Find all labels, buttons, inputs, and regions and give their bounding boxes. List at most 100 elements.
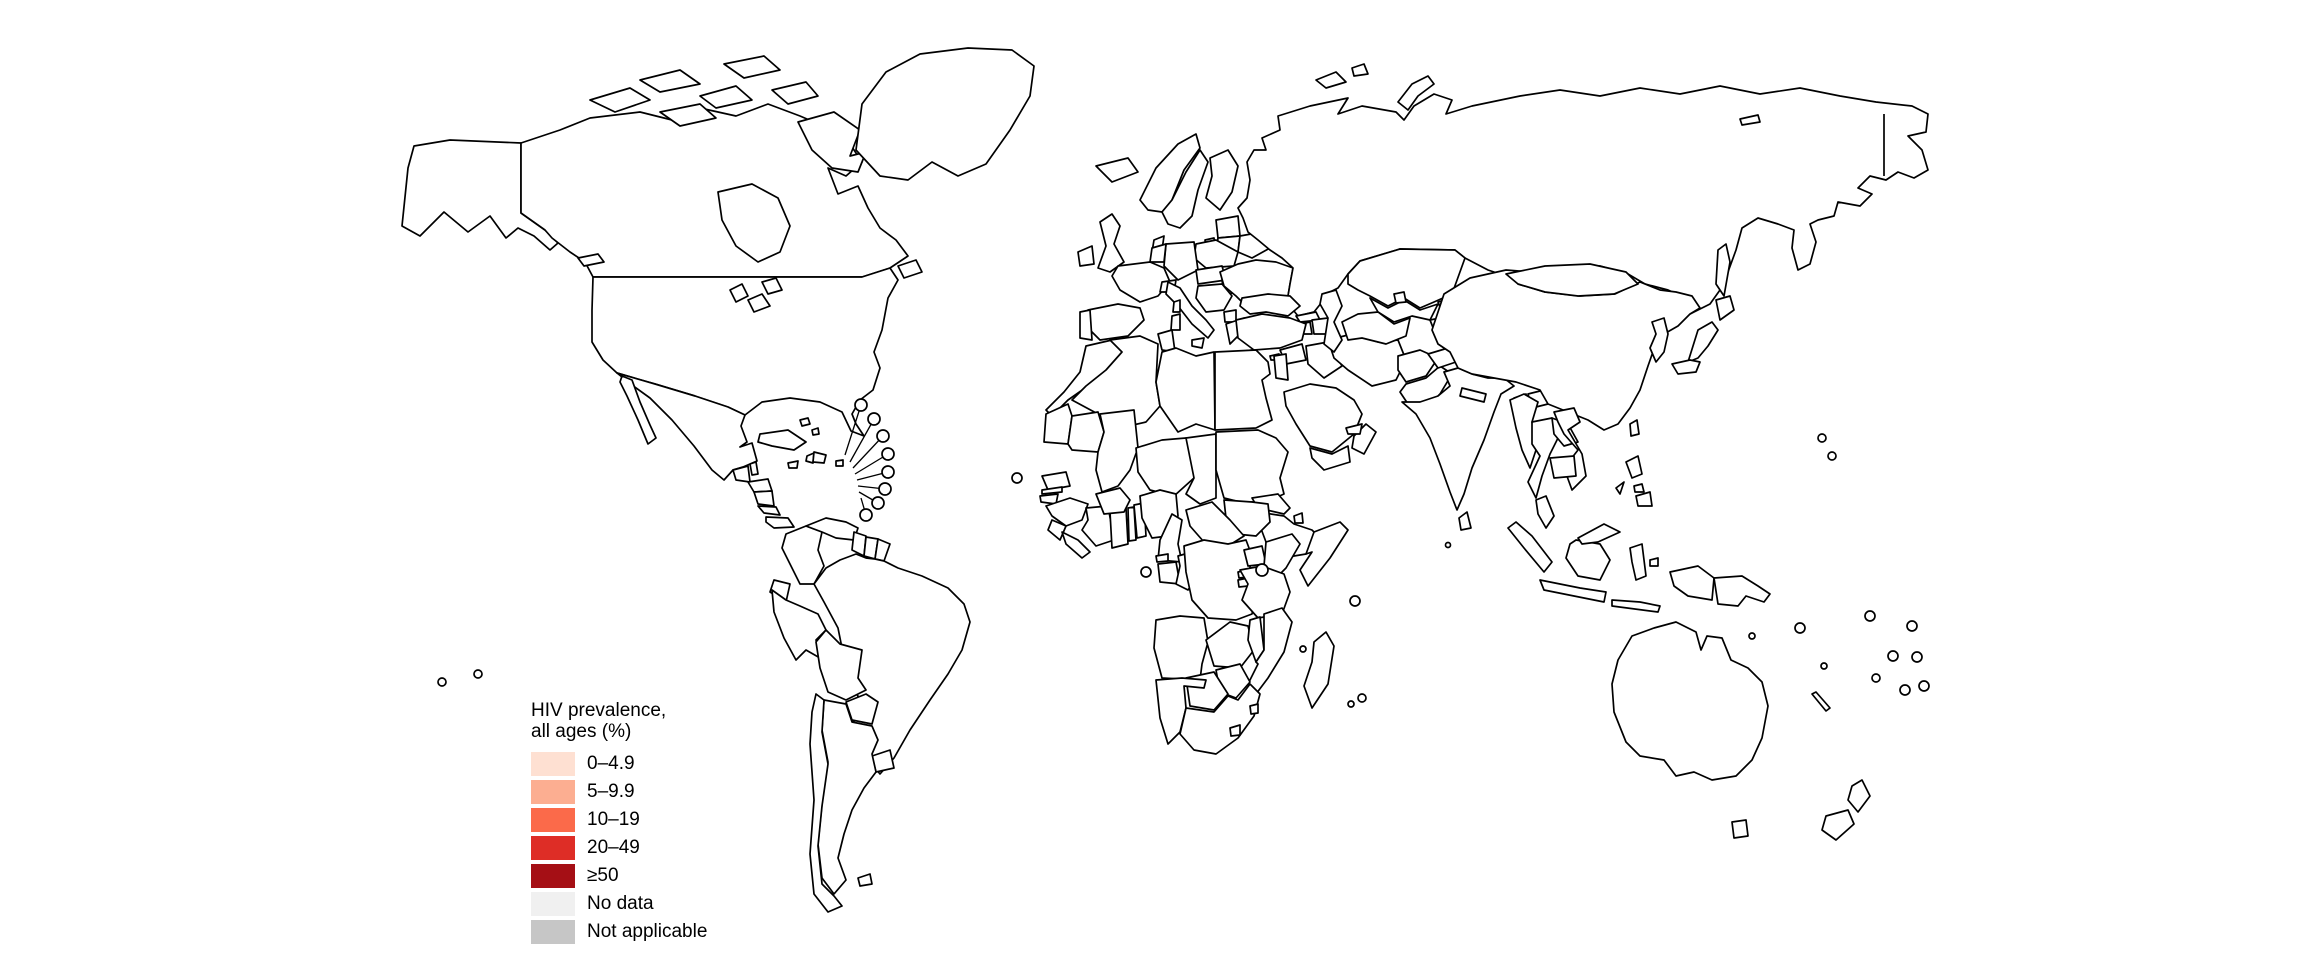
country-sudan <box>1215 429 1289 503</box>
caspian-sea <box>1319 289 1343 353</box>
country-chile <box>809 693 843 913</box>
country-lesotho <box>1229 724 1241 737</box>
country-central-african-republic <box>1185 501 1245 547</box>
seychelles <box>1349 595 1361 607</box>
legend-swatch-5-9-9 <box>531 780 575 804</box>
tasmania <box>1731 819 1749 839</box>
pacific-islet <box>437 677 447 687</box>
israel-jordan <box>1273 353 1289 381</box>
kalimantan <box>1565 539 1611 581</box>
legend-label: 20–49 <box>587 837 640 858</box>
legend-swatch-20-49 <box>531 836 575 860</box>
country-liberia <box>1061 531 1091 559</box>
mauritius <box>1357 693 1367 703</box>
country-alaska <box>401 139 559 251</box>
country-togo <box>1127 506 1137 542</box>
sicily <box>1191 337 1205 349</box>
new-caledonia <box>1811 691 1831 712</box>
moluccas <box>1649 557 1659 567</box>
novaya-zemlya <box>1397 75 1435 111</box>
leader-line <box>844 404 862 456</box>
antilles-island <box>867 412 881 426</box>
malaysia-peninsula <box>1535 495 1555 529</box>
sardinia <box>1170 313 1181 331</box>
new-zealand-north-island <box>1847 779 1871 813</box>
country-equatorial-guinea <box>1155 553 1169 563</box>
country-ireland <box>1077 245 1095 267</box>
legend-label: 10–19 <box>587 809 640 830</box>
country-turkey <box>1235 313 1307 351</box>
pacific-islet <box>1906 620 1918 632</box>
country-turkmenistan <box>1341 311 1411 345</box>
legend-item-20-49: 20–49 <box>531 836 707 860</box>
country-mongolia <box>1505 263 1639 297</box>
country-eswatini <box>1249 703 1259 715</box>
new-zealand-south-island <box>1821 809 1855 841</box>
baja-california <box>619 375 657 445</box>
country-sweden <box>1161 149 1209 229</box>
country-portugal <box>1079 309 1093 341</box>
newfoundland-island <box>897 259 923 279</box>
country-panama <box>765 516 795 529</box>
pacific-islet <box>1864 610 1876 622</box>
country-dominican-republic <box>812 451 827 464</box>
svalbard <box>1315 71 1347 89</box>
water-bodies <box>717 183 1407 577</box>
country-papua-new-guinea <box>1713 575 1771 607</box>
svalbard <box>1351 63 1369 77</box>
arctic-island <box>589 87 651 113</box>
pacific-islet <box>1918 680 1930 692</box>
country-madagascar <box>1303 631 1335 709</box>
aral-sea <box>1393 291 1407 304</box>
legend-swatch-no-data <box>531 892 575 916</box>
cape-verde <box>1011 472 1023 484</box>
antilles-island <box>881 447 895 461</box>
country-sri-lanka <box>1458 511 1472 531</box>
lake-victoria <box>1255 563 1269 577</box>
estonia-latvia <box>1215 215 1241 239</box>
arctic-island <box>659 103 717 127</box>
sumatra <box>1507 521 1553 573</box>
legend-item-5-9-9: 5–9.9 <box>531 780 707 804</box>
country-djibouti <box>1293 512 1304 524</box>
country-namibia <box>1155 677 1207 745</box>
philippines-luzon <box>1625 455 1643 479</box>
philippines-visayas <box>1633 483 1645 493</box>
arctic-island <box>639 69 701 93</box>
arctic-island <box>699 85 753 109</box>
corsica <box>1172 299 1181 313</box>
antilles-island <box>854 398 868 412</box>
legend-item-10-19: 10–19 <box>531 808 707 832</box>
landmasses <box>401 47 1929 913</box>
country-nicaragua <box>753 490 775 507</box>
country-angola <box>1153 615 1209 681</box>
legend-label: 0–4.9 <box>587 753 635 774</box>
wrangel-island <box>1739 114 1761 126</box>
country-cuba <box>757 429 807 451</box>
legend-item-0-4-9: 0–4.9 <box>531 752 707 776</box>
country-norway <box>1139 133 1201 213</box>
antilles-island <box>876 429 890 443</box>
country-cambodia <box>1549 455 1577 479</box>
pacific-islet <box>1911 651 1923 663</box>
great-lake <box>761 277 783 295</box>
legend-item-no-data: No data <box>531 892 707 916</box>
korea-peninsula <box>1649 317 1669 363</box>
country-guinea <box>1045 497 1089 527</box>
legend-label: Not applicable <box>587 921 708 942</box>
country-bolivia <box>815 629 867 701</box>
country-somalia <box>1299 521 1349 587</box>
country-jamaica <box>787 460 799 469</box>
country-mexico <box>616 372 758 481</box>
great-lake <box>729 283 749 303</box>
country-burkina-faso <box>1095 487 1131 515</box>
country-colombia <box>781 525 825 585</box>
japan-hokkaido <box>1715 295 1735 321</box>
balkans <box>1195 283 1233 313</box>
hudson-bay <box>717 183 791 263</box>
small-islands <box>437 398 1930 708</box>
country-kazakhstan <box>1347 248 1466 309</box>
falkland-islands <box>857 873 873 887</box>
